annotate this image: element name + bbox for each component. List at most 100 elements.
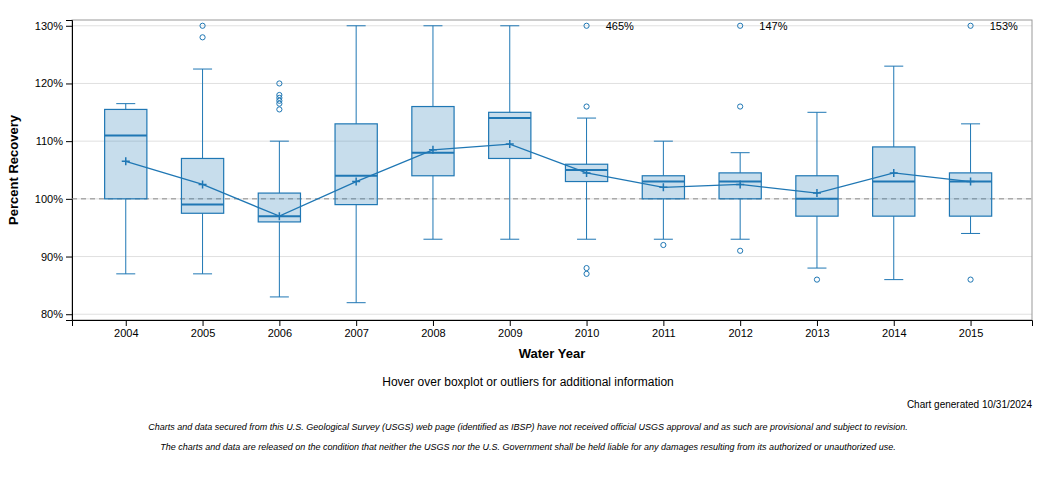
- whisker-lower: [432, 176, 433, 239]
- whisker-lower: [279, 222, 280, 297]
- marks: [72, 23, 1032, 303]
- x-tick: 2004: [114, 320, 138, 339]
- x-tick: 2006: [268, 320, 292, 339]
- y-tick-label: 90%: [41, 251, 63, 263]
- mean-marker: [275, 212, 283, 220]
- whisker-upper: [816, 112, 817, 175]
- x-axis-title: Water Year: [519, 346, 586, 361]
- grid-line: [72, 25, 1032, 26]
- y-tick: 80%: [41, 308, 72, 320]
- flier[interactable]: [738, 248, 743, 253]
- whisker-upper: [663, 141, 664, 176]
- annotation: 147%: [759, 20, 787, 32]
- box[interactable]: [258, 193, 300, 222]
- whisker-lower: [586, 182, 587, 240]
- outlier-marker[interactable]: [968, 23, 973, 28]
- mean-marker: [122, 157, 130, 165]
- footer-note: Charts and data secured from this U.S. G…: [148, 422, 907, 432]
- x-tick-mark: [203, 320, 204, 326]
- whisker-lower: [740, 199, 741, 239]
- mean-marker: [199, 180, 207, 188]
- mean-marker: [967, 178, 975, 186]
- outlier-marker[interactable]: [584, 23, 589, 28]
- flier[interactable]: [814, 277, 819, 282]
- box-group: [181, 23, 223, 274]
- flier[interactable]: [584, 271, 589, 276]
- mean-marker: [429, 146, 437, 154]
- x-tick-label: 2012: [728, 327, 752, 339]
- box-group: [719, 104, 761, 253]
- y-tick-mark: [66, 141, 72, 142]
- grid: [72, 26, 1032, 314]
- whisker-upper: [125, 104, 126, 110]
- whisker-upper: [356, 26, 357, 124]
- y-tick-label: 120%: [35, 77, 63, 89]
- y-tick-label: 110%: [36, 135, 64, 147]
- flier[interactable]: [200, 23, 205, 28]
- whisker-upper: [432, 26, 433, 107]
- flier[interactable]: [277, 107, 282, 112]
- median: [105, 134, 147, 136]
- y-tick: 110%: [36, 135, 72, 147]
- grid-line: [72, 83, 1032, 84]
- whisker-upper: [509, 26, 510, 113]
- whisker-cap-lower: [347, 302, 366, 303]
- box[interactable]: [796, 176, 838, 216]
- flier[interactable]: [277, 92, 282, 97]
- whisker-lower: [663, 199, 664, 239]
- box[interactable]: [335, 124, 377, 205]
- plot-frame: [72, 20, 1032, 320]
- whisker-cap-lower: [577, 239, 596, 240]
- whisker-cap-lower: [884, 279, 903, 280]
- whisker-cap-upper: [654, 141, 673, 142]
- box[interactable]: [873, 147, 915, 216]
- box-group: [796, 112, 838, 282]
- median: [796, 198, 838, 200]
- y-axis-line: [66, 21, 73, 321]
- whisker-cap-upper: [347, 25, 366, 26]
- y-tick-mark: [66, 199, 72, 200]
- flier[interactable]: [584, 265, 589, 270]
- x-tick-mark: [279, 320, 280, 326]
- whisker-cap-lower: [654, 239, 673, 240]
- y-tick-label: 130%: [35, 20, 63, 32]
- box[interactable]: [489, 112, 531, 158]
- box[interactable]: [412, 107, 454, 176]
- flier[interactable]: [968, 277, 973, 282]
- y-tick: 90%: [41, 251, 72, 263]
- whisker-cap-upper: [500, 25, 519, 26]
- x-tick-mark: [894, 320, 895, 326]
- whisker-lower: [816, 216, 817, 268]
- box[interactable]: [181, 158, 223, 213]
- whisker-cap-upper: [577, 118, 596, 119]
- mean-marker: [352, 178, 360, 186]
- whisker-upper: [202, 69, 203, 158]
- x-tick-label: 2011: [652, 327, 676, 339]
- x-tick-label: 2009: [498, 327, 522, 339]
- plot: 2004200520062007200820092010201120122013…: [35, 20, 1033, 339]
- y-axis: 80%90%100%110%120%130%: [35, 20, 73, 321]
- x-tick: 2015: [959, 320, 983, 339]
- whisker-cap-lower: [500, 239, 519, 240]
- box-group: [565, 104, 607, 277]
- flier[interactable]: [584, 104, 589, 109]
- box[interactable]: [105, 109, 147, 198]
- footer-note: Chart generated 10/31/2024: [907, 399, 1033, 410]
- annotations: 465%147%153%: [584, 20, 1018, 32]
- flier[interactable]: [661, 242, 666, 247]
- x-tick-label: 2015: [959, 327, 983, 339]
- whisker-cap-lower: [807, 268, 826, 269]
- flier[interactable]: [738, 104, 743, 109]
- mean-marker: [659, 183, 667, 191]
- box-group: [412, 26, 454, 239]
- footer-note: The charts and data are released on the …: [160, 442, 895, 452]
- flier[interactable]: [277, 81, 282, 86]
- y-tick-mark: [66, 257, 72, 258]
- whisker-lower: [509, 158, 510, 239]
- y-tick-mark: [66, 83, 72, 84]
- annotation: 153%: [990, 20, 1018, 32]
- outlier-marker[interactable]: [738, 23, 743, 28]
- flier[interactable]: [200, 35, 205, 40]
- median: [181, 204, 223, 206]
- x-tick-mark: [817, 320, 818, 326]
